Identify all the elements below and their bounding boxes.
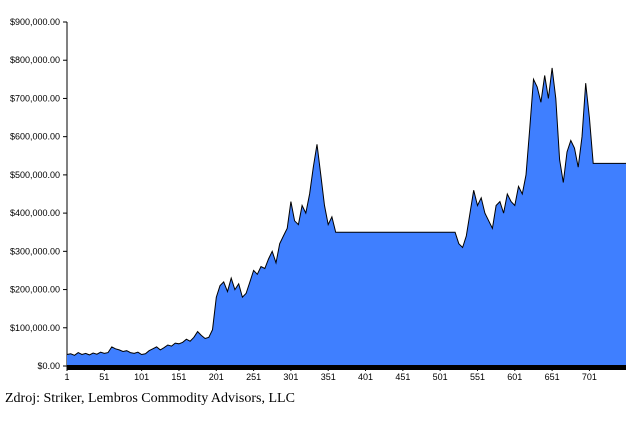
plot-area	[66, 67, 626, 367]
x-tick-label: 151	[171, 372, 186, 382]
y-tick-label: $800,000.00	[10, 55, 60, 65]
x-tick-label: 101	[134, 372, 149, 382]
source-note: Zdroj: Striker, Lembros Commodity Adviso…	[5, 391, 295, 406]
y-tick-label: $600,000.00	[10, 132, 60, 142]
x-tick-label: 401	[358, 372, 373, 382]
x-tick-label: 651	[545, 372, 560, 382]
x-tick-label: 251	[246, 372, 261, 382]
y-tick-label: $0.00	[37, 361, 60, 371]
y-tick-label: $400,000.00	[10, 208, 60, 218]
x-tick-label: 351	[321, 372, 336, 382]
x-tick-label: 201	[209, 372, 224, 382]
x-tick-label: 701	[582, 372, 597, 382]
x-tick-label: 601	[507, 372, 522, 382]
y-tick-label: $900,000.00	[10, 17, 60, 27]
y-axis: $0.00 $100,000.00 $200,000.00 $300,000.00 $4…	[10, 17, 68, 371]
x-tick-label: 51	[99, 372, 109, 382]
y-tick-label: $200,000.00	[10, 285, 60, 295]
x-tick-label: 501	[433, 372, 448, 382]
y-tick-label: $100,000.00	[10, 323, 60, 333]
x-axis-baseline	[67, 365, 626, 370]
x-axis: 1 51 101 151 201 251 301 351 401 451 501 551 601 651 7…	[64, 365, 626, 382]
x-tick-label: 301	[283, 372, 298, 382]
x-tick-label: 551	[470, 372, 485, 382]
y-tick-label: $500,000.00	[10, 170, 60, 180]
series-area-0	[67, 67, 626, 367]
series-line-0	[66, 67, 626, 356]
y-tick-label: $300,000.00	[10, 246, 60, 256]
x-tick-label: 451	[395, 372, 410, 382]
y-tick-label: $700,000.00	[10, 93, 60, 103]
x-tick-label: 1	[64, 372, 69, 382]
